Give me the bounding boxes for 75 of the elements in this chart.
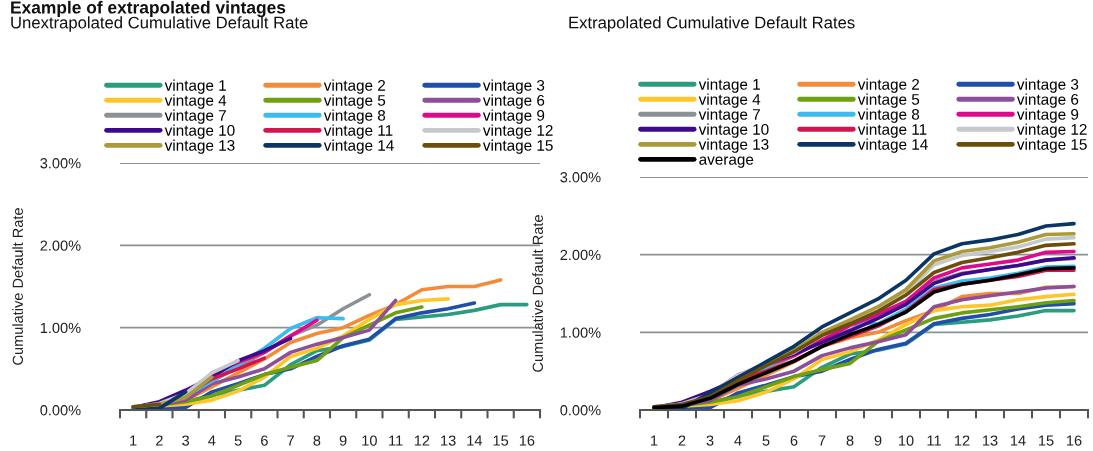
y-tick-label: 1.00% xyxy=(40,322,81,334)
x-tick-label: 5 xyxy=(762,435,770,446)
x-tick-label: 6 xyxy=(261,435,268,446)
legend-label: vintage 6 xyxy=(1016,93,1079,108)
legend-label: vintage 14 xyxy=(857,138,928,153)
x-tick-label: 11 xyxy=(389,435,403,446)
x-tick-label: 1 xyxy=(651,435,658,446)
x-tick-label: 12 xyxy=(414,435,430,446)
legend-label: vintage 8 xyxy=(323,109,386,124)
y-axis-title: Cumulative Default Rate xyxy=(12,208,23,365)
legend-label: vintage 5 xyxy=(323,94,386,109)
x-tick-label: 6 xyxy=(790,435,798,446)
x-tick-label: 1 xyxy=(130,435,137,446)
x-tick-label: 8 xyxy=(846,435,854,446)
legend-label: vintage 12 xyxy=(482,124,553,139)
x-tick-label: 3 xyxy=(706,435,714,446)
legend-label: vintage 9 xyxy=(1016,108,1079,123)
y-tick-label: 1.00% xyxy=(560,327,601,338)
x-tick-label: 10 xyxy=(899,435,914,446)
x-tick-label: 12 xyxy=(955,435,970,446)
legend-label: vintage 13 xyxy=(698,138,769,153)
legend-label: vintage 7 xyxy=(698,108,760,123)
legend-label: vintage 5 xyxy=(857,93,920,108)
legend-label: vintage 2 xyxy=(857,78,920,93)
legend-label: vintage 10 xyxy=(698,123,769,138)
x-tick-label: 8 xyxy=(313,435,321,446)
legend-label: vintage 12 xyxy=(1016,123,1087,138)
y-tick-label: 0.00% xyxy=(560,405,601,416)
legend-label: vintage 6 xyxy=(482,94,545,109)
legend-label: vintage 10 xyxy=(164,124,235,139)
y-tick-label: 2.00% xyxy=(560,249,601,261)
legend-label: vintage 15 xyxy=(482,139,553,154)
x-tick-label: 13 xyxy=(441,435,456,446)
legend-label: vintage 14 xyxy=(323,139,394,154)
x-tick-label: 9 xyxy=(339,435,347,446)
x-tick-label: 4 xyxy=(208,435,216,446)
legend-label: vintage 3 xyxy=(1016,78,1079,93)
x-tick-label: 11 xyxy=(927,435,941,446)
y-tick-label: 2.00% xyxy=(40,240,81,251)
x-tick-label: 10 xyxy=(362,435,377,446)
y-tick-label: 0.00% xyxy=(40,405,81,416)
x-tick-label: 14 xyxy=(1011,435,1026,446)
chart-title: Unextrapolated Cumulative Default Rate xyxy=(11,16,308,32)
legend-label: vintage 1 xyxy=(698,78,760,93)
x-tick-label: 13 xyxy=(983,435,998,446)
legend-label: vintage 11 xyxy=(857,123,927,138)
x-tick-label: 9 xyxy=(874,435,882,446)
y-axis-title: Cumulative Default Rate xyxy=(532,215,543,372)
y-tick-label: 3.00% xyxy=(560,172,601,183)
legend-label: vintage 13 xyxy=(164,139,235,154)
legend-label: vintage 3 xyxy=(482,79,545,94)
x-tick-label: 4 xyxy=(734,435,742,446)
legend-label: vintage 1 xyxy=(164,79,226,94)
x-tick-label: 7 xyxy=(818,435,826,446)
legend-label: vintage 9 xyxy=(482,109,545,124)
legend-label: vintage 7 xyxy=(164,109,226,124)
legend-label: vintage 4 xyxy=(164,94,227,109)
x-tick-label: 15 xyxy=(493,435,509,446)
x-tick-label: 3 xyxy=(182,435,190,446)
x-tick-label: 7 xyxy=(287,435,294,446)
legend-label: average xyxy=(699,156,754,168)
legend-label: vintage 15 xyxy=(1016,138,1087,153)
x-tick-label: 15 xyxy=(1039,435,1054,446)
x-tick-label: 2 xyxy=(156,435,163,446)
legend-label: vintage 8 xyxy=(857,108,920,123)
legend-label: vintage 11 xyxy=(323,124,393,139)
chart-title: Extrapolated Cumulative Default Rates xyxy=(569,16,855,32)
x-tick-label: 16 xyxy=(1067,435,1082,446)
legend-label: vintage 2 xyxy=(323,79,386,94)
x-tick-label: 2 xyxy=(678,435,686,446)
x-tick-label: 14 xyxy=(467,435,483,446)
legend-label: vintage 4 xyxy=(698,93,761,108)
x-tick-label: 5 xyxy=(234,435,242,446)
y-tick-label: 3.00% xyxy=(40,158,81,169)
x-tick-label: 16 xyxy=(519,435,535,446)
